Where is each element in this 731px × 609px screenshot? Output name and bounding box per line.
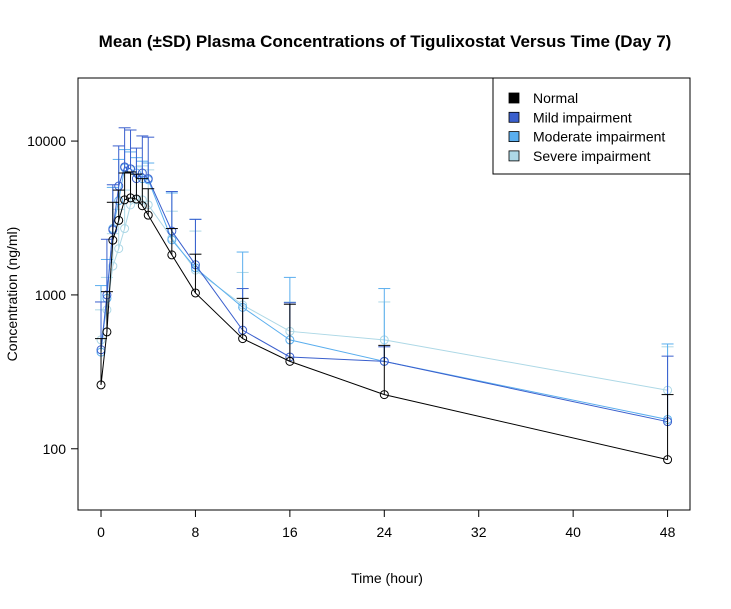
data-point — [167, 250, 177, 260]
chart-title: Mean (±SD) Plasma Concentrations of Tigu… — [99, 32, 672, 51]
data-point — [120, 162, 130, 172]
data-point — [137, 168, 147, 178]
y-tick-label: 1000 — [35, 287, 66, 303]
y-tick-label: 10000 — [27, 133, 66, 149]
legend: Normal Mild impairment Moderate impairment… — [492, 77, 691, 175]
legend-swatch — [508, 111, 520, 123]
data-point — [114, 244, 124, 254]
legend-label: Moderate impairment — [533, 129, 665, 145]
data-point — [126, 200, 136, 210]
data-point — [285, 356, 295, 366]
legend-box — [492, 77, 691, 175]
x-tick-label: 24 — [377, 524, 393, 540]
x-tick-label: 48 — [660, 524, 676, 540]
y-axis-label: Concentration (ng/ml) — [4, 227, 20, 362]
data-point — [131, 194, 141, 204]
data-point — [126, 193, 136, 203]
data-point — [102, 327, 112, 337]
x-axis-label: Time (hour) — [351, 570, 423, 586]
x-tick-label: 32 — [471, 524, 487, 540]
data-point — [114, 215, 124, 225]
series-line — [100, 197, 668, 461]
x-tick-label: 8 — [192, 524, 200, 540]
data-point — [143, 210, 153, 220]
legend-swatch — [508, 150, 520, 162]
y-tick-label: 100 — [43, 441, 67, 457]
data-point — [108, 261, 118, 271]
series-line — [100, 166, 668, 423]
x-tick-label: 40 — [565, 524, 581, 540]
data-point — [120, 224, 130, 234]
legend-swatch — [508, 131, 520, 143]
legend-swatch — [508, 92, 520, 104]
legend-label: Normal — [533, 90, 578, 106]
x-tick-label: 16 — [282, 524, 298, 540]
data-point — [663, 455, 673, 465]
data-point — [238, 334, 248, 344]
data-point — [379, 390, 389, 400]
data-point — [190, 288, 200, 298]
data-point — [137, 201, 147, 211]
data-point — [108, 235, 118, 245]
x-tick-label: 0 — [97, 524, 105, 540]
data-point — [96, 380, 106, 390]
legend-label: Mild impairment — [533, 109, 632, 125]
legend-label: Severe impairment — [533, 148, 651, 164]
data-point — [120, 195, 130, 205]
series-normal — [95, 171, 674, 465]
